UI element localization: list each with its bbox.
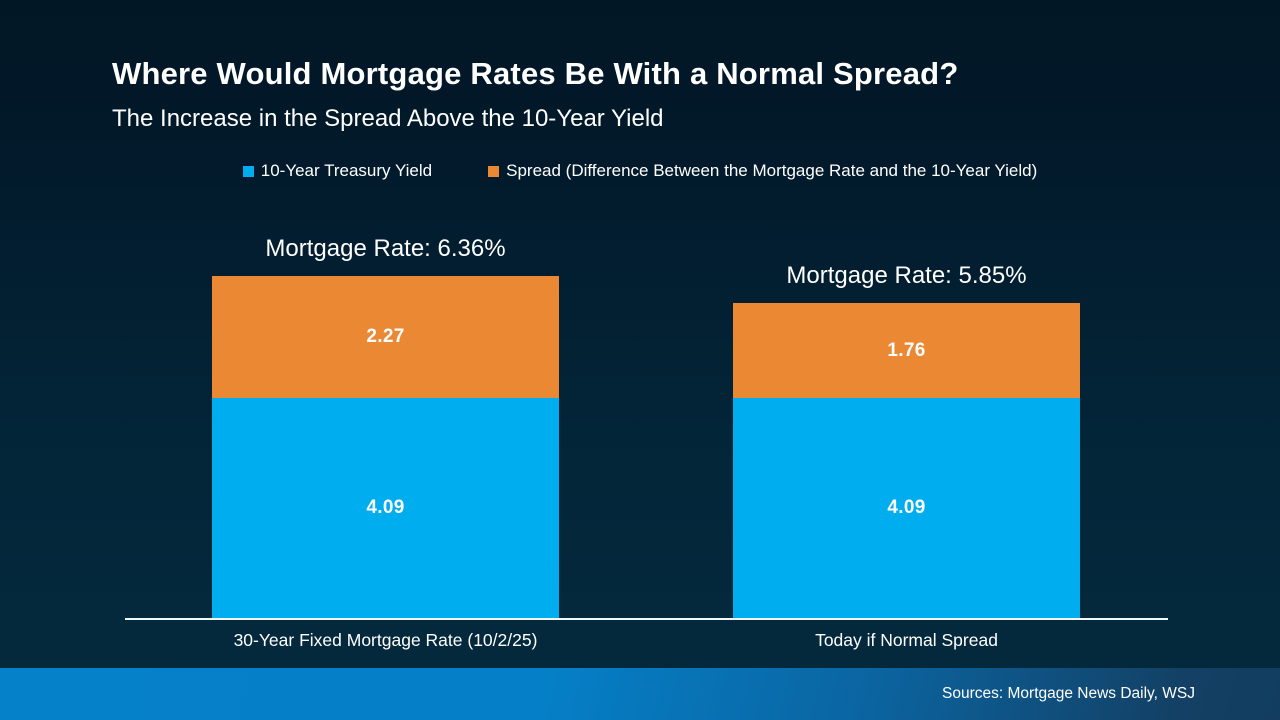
bar-segment-spread: 2.27: [212, 276, 559, 398]
page-title: Where Would Mortgage Rates Be With a Nor…: [112, 56, 959, 91]
x-axis-baseline: [125, 618, 1168, 620]
legend-swatch-blue-icon: [242, 165, 254, 177]
bar-group-normal-spread: Mortgage Rate: 5.85% 1.76 4.09: [733, 262, 1080, 618]
segment-value-label: 2.27: [366, 326, 405, 347]
bar-segment-treasury-yield: 4.09: [212, 398, 559, 618]
bar-segment-treasury-yield: 4.09: [733, 398, 1080, 618]
segment-value-label: 1.76: [887, 339, 926, 361]
bar-title: Mortgage Rate: 5.85%: [786, 262, 1027, 289]
page-subtitle: The Increase in the Spread Above the 10-…: [112, 105, 664, 132]
legend-swatch-orange-icon: [488, 165, 500, 177]
segment-value-label: 4.09: [366, 497, 405, 518]
segment-value-label: 4.09: [887, 497, 926, 518]
legend-label: 10-Year Treasury Yield: [260, 161, 433, 180]
x-axis-category-normal: Today if Normal Spread: [815, 630, 998, 650]
legend-label: Spread (Difference Between the Mortgage …: [506, 161, 1038, 180]
legend-item-spread: Spread (Difference Between the Mortgage …: [488, 161, 1037, 181]
chart-legend: 10-Year Treasury Yield Spread (Differenc…: [0, 161, 1280, 181]
footer-bar: Sources: Mortgage News Daily, WSJ: [0, 668, 1280, 720]
bar-title: Mortgage Rate: 6.36%: [265, 235, 506, 262]
x-axis-category-current: 30-Year Fixed Mortgage Rate (10/2/25): [233, 630, 538, 650]
bar-segment-spread: 1.76: [733, 303, 1080, 398]
bar-group-current-mortgage-rate: Mortgage Rate: 6.36% 2.27 4.09: [212, 235, 559, 618]
legend-item-treasury-yield: 10-Year Treasury Yield: [242, 161, 433, 181]
sources-credit: Sources: Mortgage News Daily, WSJ: [942, 685, 1195, 702]
